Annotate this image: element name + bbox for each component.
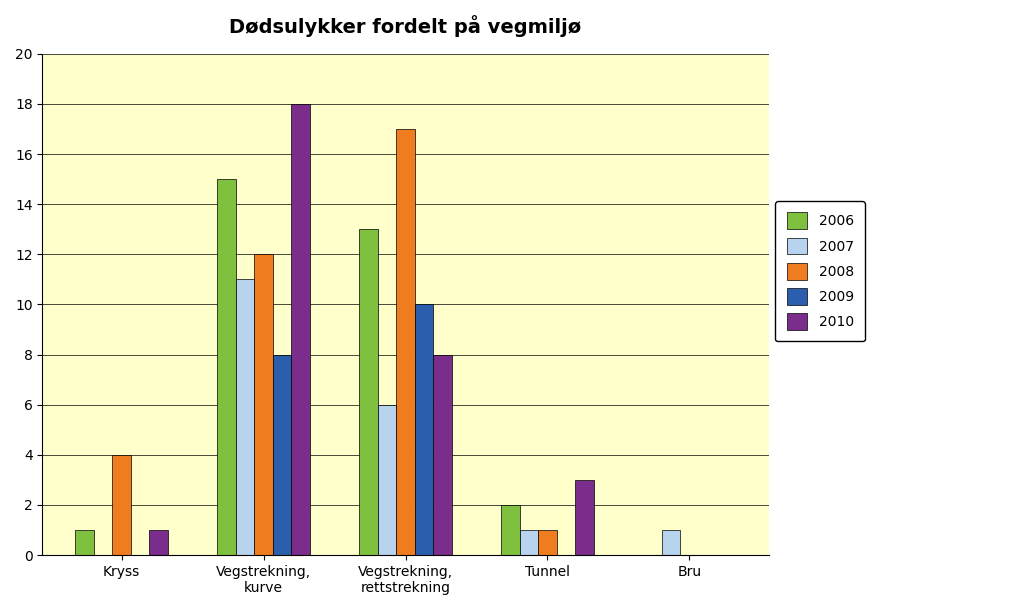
Bar <box>236 279 255 555</box>
Bar <box>538 530 557 555</box>
Bar <box>273 354 292 555</box>
Title: Dødsulykker fordelt på vegmiljø: Dødsulykker fordelt på vegmiljø <box>229 15 582 37</box>
Bar <box>255 254 273 555</box>
Bar <box>218 179 236 555</box>
Bar <box>149 530 168 555</box>
Bar <box>396 129 414 555</box>
Bar <box>501 505 520 555</box>
Bar <box>433 354 451 555</box>
Bar <box>662 530 680 555</box>
Bar <box>520 530 538 555</box>
Legend: 2006, 2007, 2008, 2009, 2010: 2006, 2007, 2008, 2009, 2010 <box>775 201 864 342</box>
Bar <box>76 530 94 555</box>
Bar <box>359 229 377 555</box>
Bar <box>414 304 433 555</box>
Bar <box>292 104 310 555</box>
Bar <box>377 404 396 555</box>
Bar <box>113 455 131 555</box>
Bar <box>575 480 593 555</box>
